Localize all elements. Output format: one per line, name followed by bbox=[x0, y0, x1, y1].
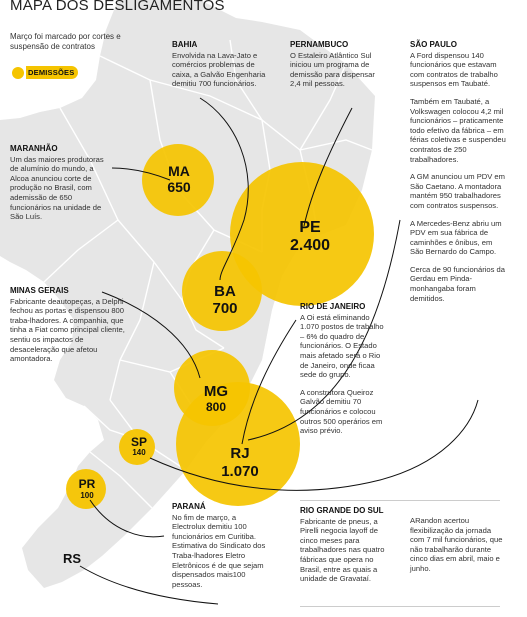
heading-sao-paulo: SÃO PAULO bbox=[410, 40, 457, 49]
bubble-mg bbox=[174, 350, 250, 426]
page-subtitle: Março foi marcado por cortes e suspensão… bbox=[10, 32, 121, 51]
bubble-value-ma: 650 bbox=[167, 179, 191, 195]
block-pernambuco: PERNAMBUCO O Estaleiro Atlântico Sul ini… bbox=[290, 40, 380, 89]
bubbles bbox=[66, 144, 374, 509]
leader-pr bbox=[89, 499, 165, 538]
text-minas-gerais: Fabricante deautopeças, a Delphi fechou … bbox=[10, 296, 125, 364]
heading-maranhao: MARANHÃO bbox=[10, 144, 58, 153]
bubble-label-rj: RJ 1.070 bbox=[212, 446, 268, 479]
heading-parana: PARANÁ bbox=[172, 502, 206, 511]
bubble-label-pe: PE 2.400 bbox=[270, 220, 350, 254]
text-parana: No fim de março, a Electrolux demitiu 10… bbox=[172, 512, 266, 589]
text-sao-paulo-2: Também em Taubaté, a Volkswagen colocou … bbox=[410, 96, 506, 164]
leader-maranhao bbox=[111, 167, 171, 181]
text-rio-de-janeiro-1: A Oi está eliminando 1.070 postos de tra… bbox=[300, 312, 384, 380]
bubble-label-sp: SP 140 bbox=[124, 436, 154, 457]
bubble-value-pr: 100 bbox=[80, 491, 94, 500]
block-rio-grande-do-sul: RIO GRANDE DO SUL Fabricante de pneus, a… bbox=[300, 506, 396, 584]
leader-sp bbox=[247, 219, 401, 441]
leader-rs bbox=[79, 565, 219, 605]
block-minas-gerais: MINAS GERAIS Fabricante deautopeças, a D… bbox=[10, 286, 130, 364]
bubble-ba bbox=[182, 251, 262, 331]
bubble-state-sp: SP bbox=[130, 435, 147, 449]
text-rio-grande-do-sul-1: Fabricante de pneus, a Pirelli negocia l… bbox=[300, 516, 385, 584]
bubble-value-rj: 1.070 bbox=[221, 463, 259, 480]
heading-rio-de-janeiro: RIO DE JANEIRO bbox=[300, 302, 366, 311]
text-pernambuco: O Estaleiro Atlântico Sul iniciou um pro… bbox=[290, 50, 375, 89]
bubble-value-sp: 140 bbox=[132, 448, 146, 457]
text-rio-grande-do-sul-2: ARandon acertou flexibilização da jornad… bbox=[410, 516, 503, 573]
bubble-state-ba: BA bbox=[214, 283, 236, 300]
bubble-label-ma: MA 650 bbox=[158, 164, 200, 194]
bubble-state-ma: MA bbox=[168, 163, 190, 179]
leader-bahia bbox=[199, 97, 249, 281]
bubble-state-mg: MG bbox=[203, 383, 229, 400]
legend-dot bbox=[12, 66, 24, 79]
bubble-state-pe: PE bbox=[299, 219, 321, 236]
text-rio-de-janeiro-2: A construtora Queiroz Galvão demitiu 70 … bbox=[300, 387, 383, 436]
text-maranhao: Um das maiores produtoras de alumínio do… bbox=[10, 154, 104, 222]
text-sao-paulo-5: Cerca de 90 funcionários da Gerdau em Pi… bbox=[410, 264, 505, 303]
leader-rj bbox=[241, 319, 297, 445]
heading-minas-gerais: MINAS GERAIS bbox=[10, 286, 69, 295]
legend: DEMISSÕES bbox=[12, 66, 79, 79]
leader-pernambuco bbox=[303, 107, 353, 227]
divider-bottom bbox=[300, 606, 500, 607]
leader-lines bbox=[79, 97, 479, 605]
block-parana: PARANÁ No fim de março, a Electrolux dem… bbox=[172, 502, 270, 589]
bubble-state-pr: PR bbox=[78, 477, 96, 491]
heading-bahia: BAHIA bbox=[172, 40, 198, 49]
bubble-state-rs: RS bbox=[62, 551, 82, 566]
text-bahia: Envolvida na Lava-Jato e comércios probl… bbox=[172, 50, 266, 89]
divider-rgs bbox=[300, 500, 500, 501]
block-bahia: BAHIA Envolvida na Lava-Jato e comércios… bbox=[172, 40, 270, 89]
text-sao-paulo-4: A Mercedes-Benz abriu um PDV em sua fábr… bbox=[410, 218, 502, 257]
bubble-label-mg: MG 800 bbox=[196, 384, 236, 413]
leader-mg bbox=[101, 291, 201, 379]
block-rio-de-janeiro: RIO DE JANEIRO A Oi está eliminando 1.07… bbox=[300, 302, 388, 436]
bubble-sp bbox=[119, 429, 155, 465]
legend-label: DEMISSÕES bbox=[26, 66, 79, 79]
heading-rio-grande-do-sul: RIO GRANDE DO SUL bbox=[300, 506, 384, 515]
block-rio-grande-do-sul-2: ARandon acertou flexibilização da jornad… bbox=[410, 516, 506, 574]
bubble-ma bbox=[142, 144, 214, 216]
block-maranhao: MARANHÃO Um das maiores produtoras de al… bbox=[10, 144, 114, 222]
bubble-state-rj: RJ bbox=[230, 445, 250, 462]
block-sao-paulo: SÃO PAULO A Ford dispensou 140 funcionár… bbox=[410, 40, 506, 303]
heading-pernambuco: PERNAMBUCO bbox=[290, 40, 349, 49]
bubble-pe bbox=[230, 162, 374, 306]
bubble-value-pe: 2.400 bbox=[289, 237, 331, 254]
bubble-label-pr: PR 100 bbox=[72, 478, 102, 500]
text-sao-paulo-1: A Ford dispensou 140 funcionários que es… bbox=[410, 50, 498, 89]
bubble-value-ba: 700 bbox=[212, 300, 238, 317]
text-sao-paulo-3: A GM anunciou um PDV em São Caetano. A m… bbox=[410, 172, 505, 210]
page-title: MAPA DOS DESLIGAMENTOS bbox=[10, 0, 225, 14]
leader-sp-bottom bbox=[149, 399, 479, 491]
bubble-label-rs: RS bbox=[60, 552, 84, 565]
bubble-value-mg: 800 bbox=[205, 400, 227, 414]
bubble-pr bbox=[66, 469, 106, 509]
bubble-label-ba: BA 700 bbox=[200, 284, 250, 316]
